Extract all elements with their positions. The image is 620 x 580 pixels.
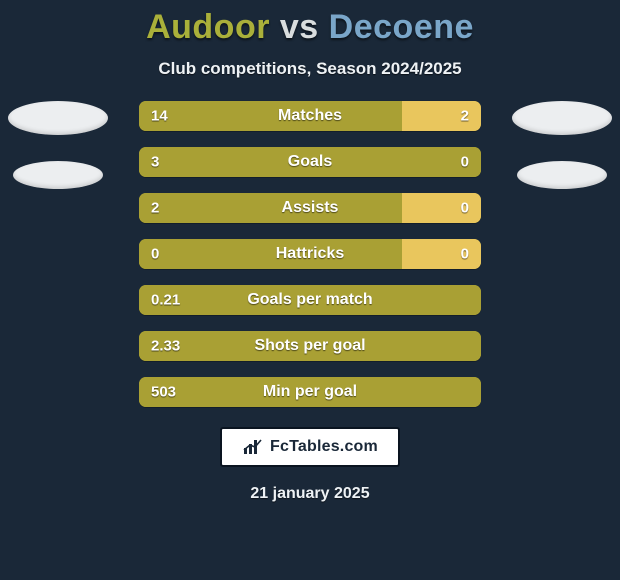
stat-bar: Goals30 bbox=[139, 147, 481, 177]
stat-bar: Matches142 bbox=[139, 101, 481, 131]
comparison-title: Audoor vs Decoene bbox=[146, 8, 474, 47]
stat-bar: Goals per match0.21 bbox=[139, 285, 481, 315]
vs-label: vs bbox=[280, 8, 319, 46]
snapshot-date: 21 january 2025 bbox=[250, 485, 369, 503]
brand-badge: FcTables.com bbox=[220, 427, 400, 467]
player1-club-placeholder bbox=[13, 161, 103, 189]
subtitle: Club competitions, Season 2024/2025 bbox=[158, 59, 461, 79]
stats-area: Matches142 Goals30 Assists20 Hattricks00 Goa… bbox=[0, 101, 620, 407]
player2-club-placeholder bbox=[517, 161, 607, 189]
player1-name: Audoor bbox=[146, 8, 270, 46]
player2-name: Decoene bbox=[329, 8, 474, 46]
player2-photo-placeholder bbox=[512, 101, 612, 135]
player2-avatar-column bbox=[512, 101, 612, 189]
brand-name: FcTables.com bbox=[270, 438, 378, 456]
stat-bar: Hattricks00 bbox=[139, 239, 481, 269]
brand-chart-icon bbox=[242, 438, 264, 456]
stat-bar: Assists20 bbox=[139, 193, 481, 223]
stat-bar: Shots per goal2.33 bbox=[139, 331, 481, 361]
stat-bar: Min per goal503 bbox=[139, 377, 481, 407]
player1-photo-placeholder bbox=[8, 101, 108, 135]
stat-bars: Matches142 Goals30 Assists20 Hattricks00 Goa… bbox=[139, 101, 481, 407]
player1-avatar-column bbox=[8, 101, 108, 189]
